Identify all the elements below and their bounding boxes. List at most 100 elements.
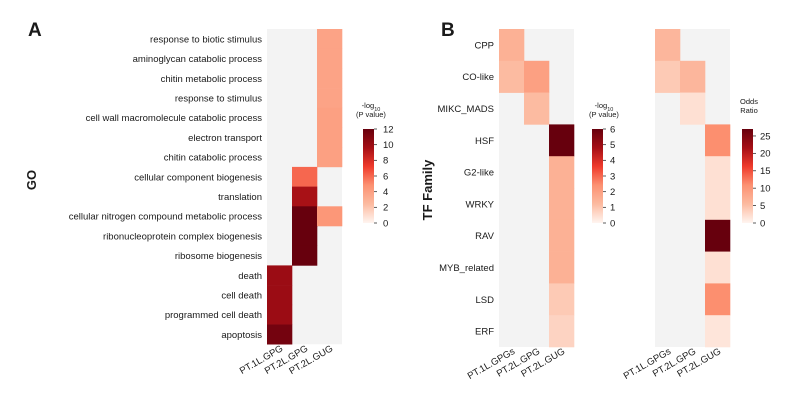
colorbar-tick-label: 5: [610, 140, 615, 151]
row-label: CPP: [474, 40, 494, 51]
colorbar-tick-label: 6: [610, 124, 615, 135]
colorbar-title: Odds: [740, 97, 758, 106]
heatmap-cell: [267, 324, 293, 345]
heatmap-cell: [680, 60, 706, 93]
heatmap-cell: [317, 127, 343, 148]
heatmap-cell: [317, 88, 343, 109]
row-label: MIKC_MADS: [438, 104, 494, 115]
colorbar-title: -log10: [595, 101, 614, 113]
heatmap-cell: [317, 29, 343, 49]
heatmap-cell: [549, 156, 575, 189]
heatmap-cell: [292, 245, 318, 266]
colorbar-title-line2: (P value): [356, 110, 386, 119]
colorbar: 0 1 2 3 4 5 6 -log10(P value): [589, 101, 619, 229]
colorbar-tick-label: 4: [383, 187, 388, 198]
heatmap-cell: [549, 219, 575, 252]
colorbar-tick-label: 20: [760, 149, 771, 160]
colorbar-gradient: [592, 129, 603, 223]
heatmap-cell: [267, 285, 293, 306]
row-label: CO-like: [462, 72, 494, 83]
colorbar-tick-label: 5: [760, 201, 765, 212]
row-label: translation: [218, 192, 262, 203]
row-label: cell wall macromolecule catabolic proces…: [86, 113, 263, 124]
heatmap-cell: [292, 186, 318, 207]
row-label: aminoglycan catabolic process: [133, 54, 263, 65]
heatmap-cell: [267, 265, 293, 286]
heatmap-cell: [705, 156, 731, 189]
colorbar-tick-label: 10: [760, 183, 771, 194]
colorbar-tick-label: 0: [383, 218, 388, 229]
colorbar-title-line2: Ratio: [740, 106, 758, 115]
colorbar-tick-label: 12: [383, 124, 394, 135]
colorbar-title-main: Odds: [740, 97, 758, 106]
row-label: WRKY: [466, 199, 495, 210]
heatmap-cell: [549, 315, 575, 348]
colorbar-gradient: [363, 129, 374, 223]
colorbar-title-subscript: 10: [374, 107, 380, 113]
colorbar-gradient: [742, 129, 753, 223]
heatmap-panel-3: PT.1L.GPGsPT.2L.GPGPT.2L.GUG0510152025Od…: [622, 29, 771, 382]
row-label: ribosome biogenesis: [175, 251, 262, 262]
colorbar-tick-label: 3: [610, 171, 615, 182]
heatmap-cell: [549, 283, 575, 316]
colorbar-tick-label: 1: [610, 203, 615, 214]
panel-letter: B: [441, 20, 455, 41]
heatmap-cell: [705, 124, 731, 157]
heatmap-cell: [705, 188, 731, 221]
heatmap-cell: [705, 283, 731, 316]
colorbar-tick-label: 0: [610, 218, 615, 229]
colorbar-tick-label: 8: [383, 156, 388, 167]
colorbar-tick-label: 4: [610, 156, 615, 167]
heatmap-cell: [267, 304, 293, 325]
row-label: LSD: [476, 295, 495, 306]
heatmap-panel-1: response to biotic stimulus aminoglycan c…: [24, 20, 394, 377]
heatmap-cell: [499, 29, 525, 62]
row-label: death: [238, 271, 262, 282]
heatmap-cell: [317, 68, 343, 89]
row-label: response to biotic stimulus: [150, 34, 262, 45]
heatmap-cell: [705, 251, 731, 284]
heatmap-cell: [705, 315, 731, 348]
colorbar-tick-label: 10: [383, 140, 394, 151]
heatmap-cell: [292, 206, 318, 227]
colorbar-tick-label: 6: [383, 171, 388, 182]
heatmap-panel-2: CPP CO-like MIKC_MADS HSF G2-like WRKY RAV MYB_…: [420, 20, 619, 382]
colorbar-title: -log10: [362, 101, 381, 113]
heatmap-cell: [524, 60, 550, 93]
colorbar-title-main: -log: [362, 101, 375, 110]
heatmap-cell: [292, 226, 318, 246]
heatmap-cell: [524, 92, 550, 125]
heatmap-cell: [655, 60, 681, 93]
colorbar-title-subscript: 10: [607, 107, 613, 113]
heatmap-cell: [317, 48, 343, 69]
heatmap-cell: [317, 107, 343, 128]
row-label: ERF: [475, 327, 494, 338]
colorbar-title-line2: (P value): [589, 110, 619, 119]
row-label: electron transport: [188, 133, 262, 144]
heatmap-cell: [680, 92, 706, 125]
colorbar-title-main: -log: [595, 101, 608, 110]
heatmap-cell: [317, 206, 343, 227]
heatmap-cell: [499, 60, 525, 93]
heatmap-cell: [292, 166, 318, 187]
y-axis-title: TF Family: [420, 159, 435, 220]
colorbar-tick-label: 15: [760, 166, 771, 177]
row-label: cell death: [221, 290, 262, 301]
row-label: RAV: [475, 231, 494, 242]
heatmap-cell: [705, 219, 731, 252]
row-label: G2-like: [464, 168, 494, 179]
row-label: response to stimulus: [175, 93, 262, 104]
row-label: chitin metabolic process: [161, 74, 263, 85]
heatmap-cell: [549, 251, 575, 284]
row-label: MYB_related: [439, 263, 494, 274]
heatmap-cell: [655, 29, 681, 62]
row-label: HSF: [475, 136, 494, 147]
row-label: cellular component biogenesis: [134, 172, 262, 183]
colorbar-tick-label: 2: [610, 187, 615, 198]
y-axis-title: GO: [24, 170, 39, 190]
row-label: chitin catabolic process: [164, 153, 262, 164]
heatmap-cell: [549, 188, 575, 221]
